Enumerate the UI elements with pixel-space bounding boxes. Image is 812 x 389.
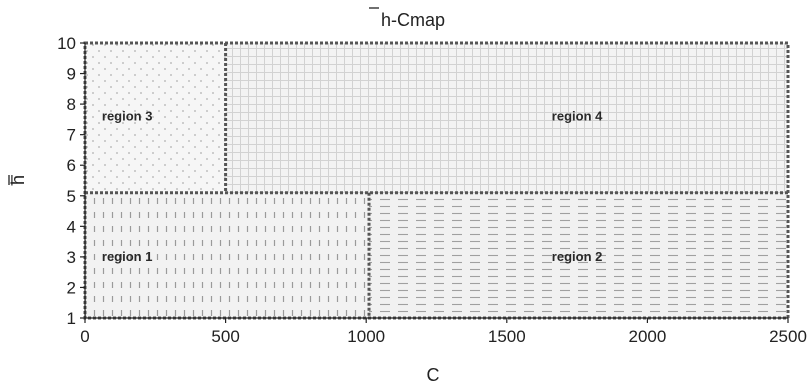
x-tick-label: 2000 [628,327,666,346]
x-tick-label: 1000 [347,327,385,346]
y-tick-label: 10 [57,34,76,53]
y-tick-label: 7 [67,126,76,145]
y-tick-label: 4 [67,217,76,236]
regions-layer [85,43,789,318]
x-tick-label: 0 [80,327,89,346]
y-tick-label: 3 [67,248,76,267]
region-3-label: region 3 [102,108,153,123]
y-tick-label: 2 [67,278,76,297]
axes-layer: 0 500 1000 1500 2000 2500 1 2 3 4 5 6 7 8 9 10 [8,34,807,346]
region-3-area [85,43,226,193]
y-tick-label: 1 [67,309,76,328]
region-1-label: region 1 [102,249,153,264]
region-1-area [85,192,370,318]
x-axis-title: C [427,365,440,385]
boundaries-layer [83,41,790,320]
y-tick-label: 6 [67,156,76,175]
region-labels-layer: region 1 region 2 region 3 region 4 [102,108,603,264]
x-tick-label: 2500 [769,327,807,346]
x-tick-label: 500 [211,327,239,346]
chart-title: h-Cmap [381,10,445,30]
region-2-label: region 2 [552,249,603,264]
plot-frame [83,41,790,320]
y-tick-label: 9 [67,65,76,84]
y-axis-title-group: h̅ [8,174,28,186]
region-2-area [369,192,788,318]
y-tick-label: 5 [67,187,76,206]
y-axis-title: h̅ [8,174,28,186]
region-4-area [225,43,789,193]
x-tick-label: 1500 [488,327,526,346]
y-tick-label: 8 [67,95,76,114]
region-4-label: region 4 [552,108,603,123]
